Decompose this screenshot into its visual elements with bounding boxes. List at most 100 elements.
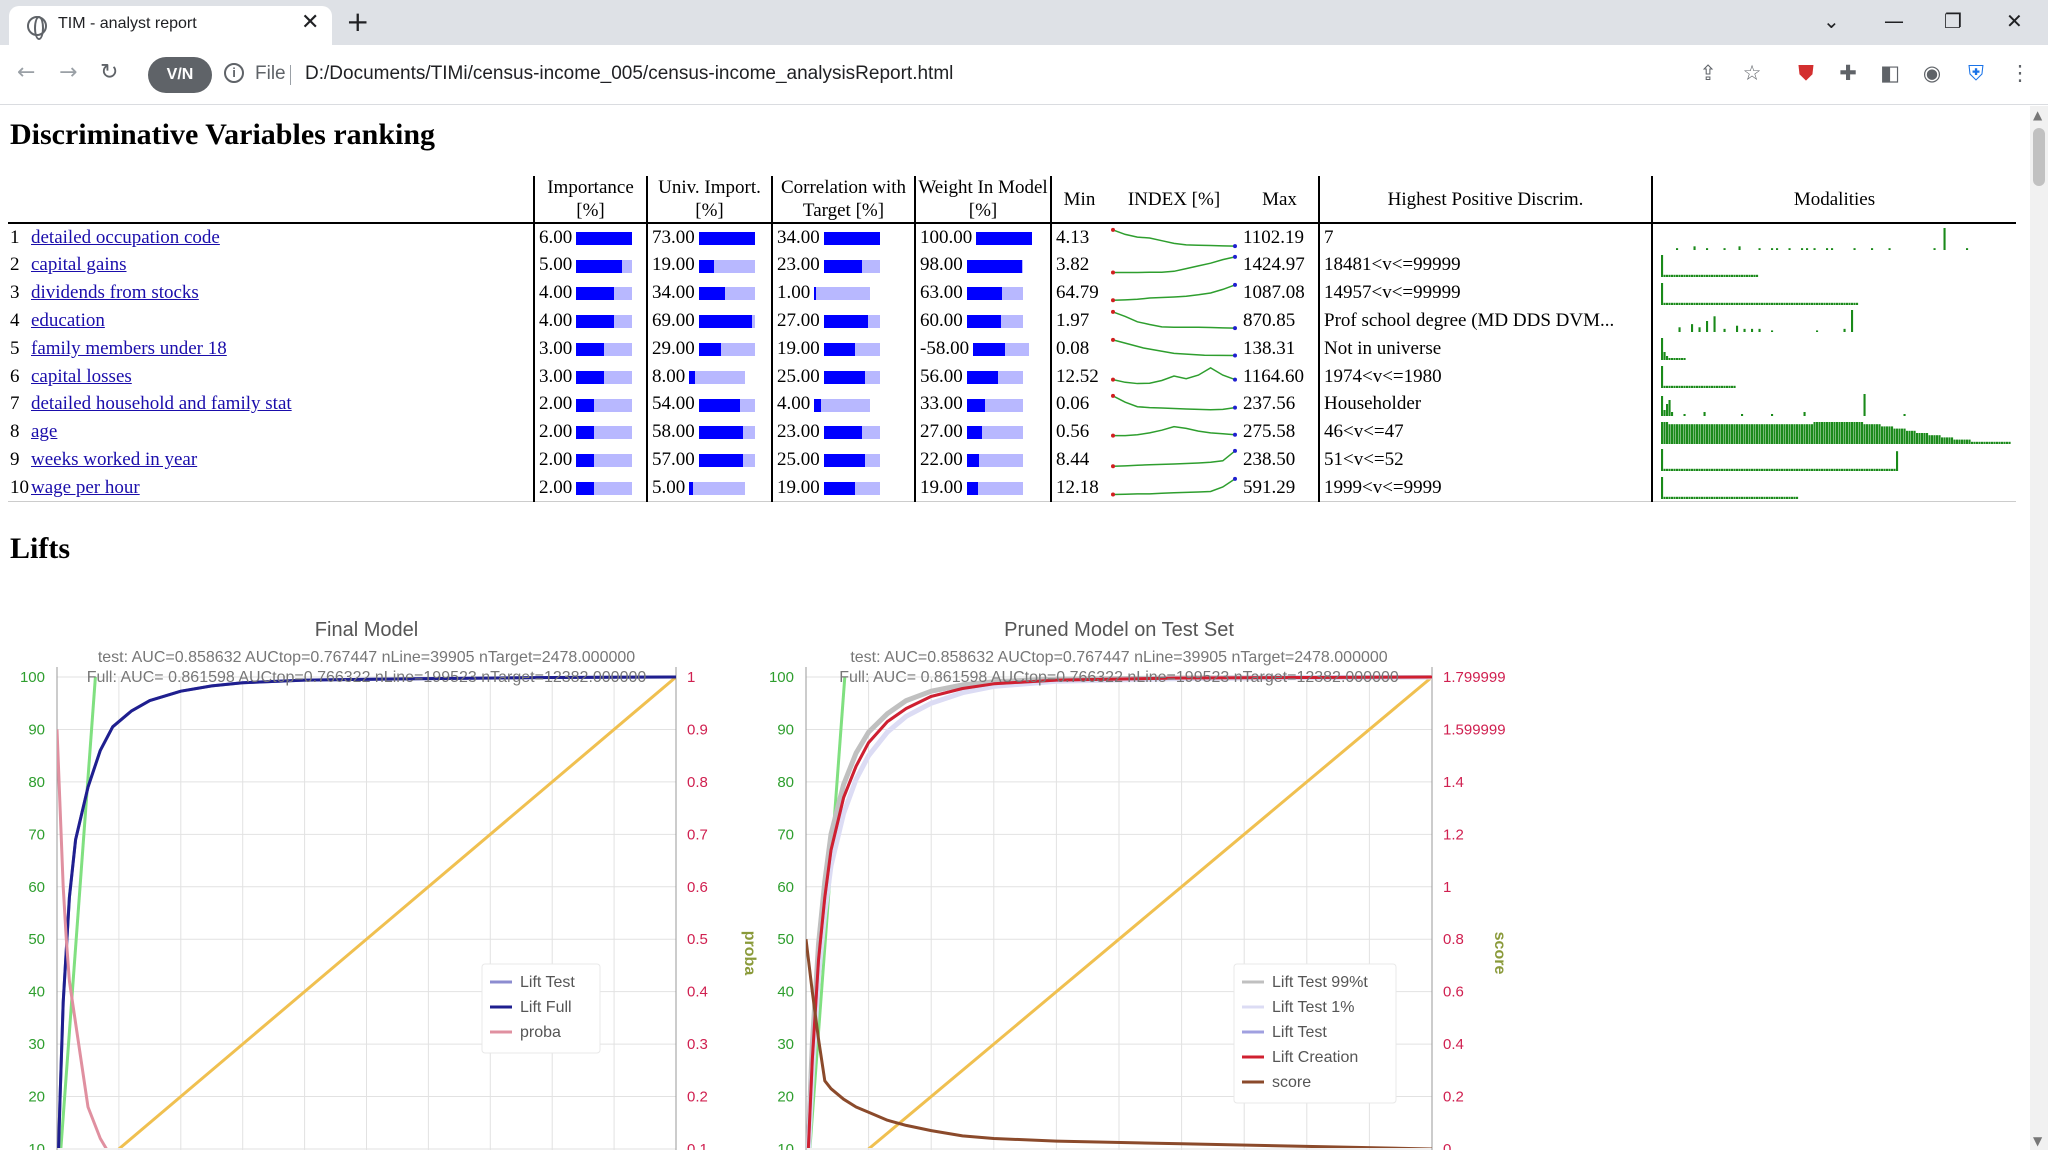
modality-bar: [1743, 302, 1746, 305]
importance-bar-fill: [576, 398, 595, 412]
modality-bar: [1661, 449, 1664, 472]
modality-bar: [1701, 274, 1704, 277]
y-tick-label: 90: [28, 721, 45, 738]
modality-bar: [1781, 469, 1784, 472]
tab-search-icon[interactable]: ⌄: [1823, 9, 1840, 33]
max-value: 1164.60: [1243, 365, 1305, 387]
security-extension-icon[interactable]: ⛨: [1968, 61, 1984, 85]
menu-kebab-icon[interactable]: ⋮: [2009, 61, 2031, 85]
back-icon[interactable]: ←: [17, 60, 36, 85]
chart-legend: Lift Test 99%t Lift Test 1% Lift Test Lift …: [1233, 963, 1397, 1104]
index-cell: [1107, 223, 1241, 251]
modality-bar: [1776, 302, 1779, 305]
modality-bar: [1848, 421, 1851, 444]
min-value: 12.18: [1056, 476, 1099, 498]
modality-bar: [1758, 469, 1761, 472]
side-panel-icon[interactable]: ◧: [1880, 61, 1900, 85]
profile-icon[interactable]: ◉: [1922, 61, 1942, 85]
index-sparkline: [1111, 393, 1237, 411]
modality-bar: [1711, 302, 1714, 305]
reload-icon[interactable]: ↻: [100, 60, 119, 85]
modality-bar: [1686, 423, 1689, 444]
modality-bar: [1891, 469, 1894, 472]
variable-link[interactable]: age: [31, 421, 58, 443]
modality-bar: [1723, 423, 1726, 444]
series-line-lift-creation: [806, 675, 1432, 1148]
browser-tab[interactable]: TIM - analyst report ✕: [9, 6, 332, 45]
legend-entry[interactable]: Lift Test: [1272, 1024, 1327, 1041]
y-tick-label: 10: [777, 1141, 794, 1150]
modality-bar: [1678, 385, 1681, 389]
variable-link[interactable]: weeks worked in year: [31, 448, 198, 470]
variable-link[interactable]: capital gains: [31, 254, 127, 276]
modality-bar: [1948, 437, 1951, 444]
scroll-up-icon[interactable]: ▲: [2033, 108, 2043, 122]
modality-bar: [1776, 496, 1779, 500]
modality-bar: [1678, 302, 1681, 305]
modality-bar: [1888, 469, 1891, 472]
share-icon[interactable]: ⇪: [1699, 61, 1717, 85]
shield-extension-icon[interactable]: ⛊: [1798, 61, 1814, 85]
modality-bar: [1701, 302, 1704, 305]
extensions-puzzle-icon[interactable]: ✚: [1839, 61, 1857, 85]
modality-bar: [1666, 403, 1669, 416]
variable-link[interactable]: detailed occupation code: [31, 227, 220, 248]
close-window-icon[interactable]: ✕: [2006, 9, 2023, 33]
variable-link[interactable]: dividends from stocks: [31, 282, 199, 304]
modality-bar: [1758, 496, 1761, 500]
close-tab-icon[interactable]: ✕: [301, 10, 320, 35]
modality-bar: [1696, 302, 1699, 305]
highest-discrim-cell: Prof school degree (MD DDS DVM...: [1318, 306, 1652, 335]
page-scrollbar[interactable]: ▲ ▼: [2030, 106, 2048, 1150]
modalities-cell: [1651, 445, 2016, 474]
modality-bar: [1788, 423, 1791, 444]
min-value: 1.97: [1056, 309, 1090, 331]
modality-bar: [1736, 274, 1739, 277]
min-value: 0.06: [1056, 393, 1090, 415]
y2-tick-label: 1: [1443, 879, 1451, 896]
highest-discrim-cell: 14957<v<=99999: [1318, 278, 1652, 307]
extension-badge[interactable]: V/N: [148, 57, 212, 93]
legend-entry[interactable]: Lift Test 99%t: [1272, 974, 1368, 991]
variable-link[interactable]: family members under 18: [31, 337, 227, 359]
restore-icon[interactable]: ❐: [1944, 9, 1962, 33]
correlation-bar-fill: [814, 287, 817, 301]
address-bar[interactable]: D:/Documents/TIMi/census-income_005/cens…: [305, 63, 954, 84]
min-value: 12.52: [1056, 365, 1099, 387]
variable-link[interactable]: education: [31, 309, 105, 331]
y-tick-label: 90: [777, 721, 794, 738]
variable-link[interactable]: wage per hour: [31, 476, 140, 498]
correlation-bar: [823, 454, 880, 468]
legend-entry[interactable]: proba: [520, 1024, 561, 1041]
modality-bar: [1691, 324, 1694, 333]
legend-entry[interactable]: score: [1272, 1074, 1311, 1091]
new-tab-icon[interactable]: +: [346, 5, 370, 38]
modality-bar: [1873, 469, 1876, 472]
importance-value: 2.00: [539, 393, 573, 415]
modality-bar: [1661, 338, 1664, 361]
tab-title: TIM - analyst report: [58, 15, 197, 32]
table-row: 6 capital losses 3.00 8.00 25.00 56.00 12.52 11…: [8, 362, 2016, 390]
scroll-down-icon[interactable]: ▼: [2033, 1134, 2043, 1148]
info-icon[interactable]: i: [224, 63, 244, 83]
y2-tick-label: 1.2: [1443, 826, 1464, 843]
legend-entry[interactable]: Lift Creation: [1272, 1049, 1358, 1066]
importance-bar-fill: [576, 259, 623, 273]
legend-entry[interactable]: Lift Test: [520, 974, 575, 991]
forward-icon[interactable]: →: [59, 60, 78, 85]
weight-cell: 19.00: [914, 473, 1051, 502]
variable-link[interactable]: detailed household and family stat: [31, 393, 292, 415]
scrollbar-thumb[interactable]: [2033, 128, 2045, 186]
modality-bar: [1681, 302, 1684, 305]
modality-bar: [1858, 421, 1861, 444]
modality-bar: [1706, 274, 1709, 277]
minimize-icon[interactable]: —: [1884, 9, 1904, 33]
bookmark-star-icon[interactable]: ☆: [1742, 61, 1762, 85]
legend-entry[interactable]: Lift Full: [520, 999, 572, 1016]
sparkline-path: [1112, 478, 1236, 496]
modality-bar: [1896, 451, 1899, 472]
importance-cell: 3.00: [533, 334, 647, 363]
legend-entry[interactable]: Lift Test 1%: [1272, 999, 1354, 1016]
variable-link[interactable]: capital losses: [31, 365, 132, 387]
series-line-proba: [57, 729, 108, 1148]
